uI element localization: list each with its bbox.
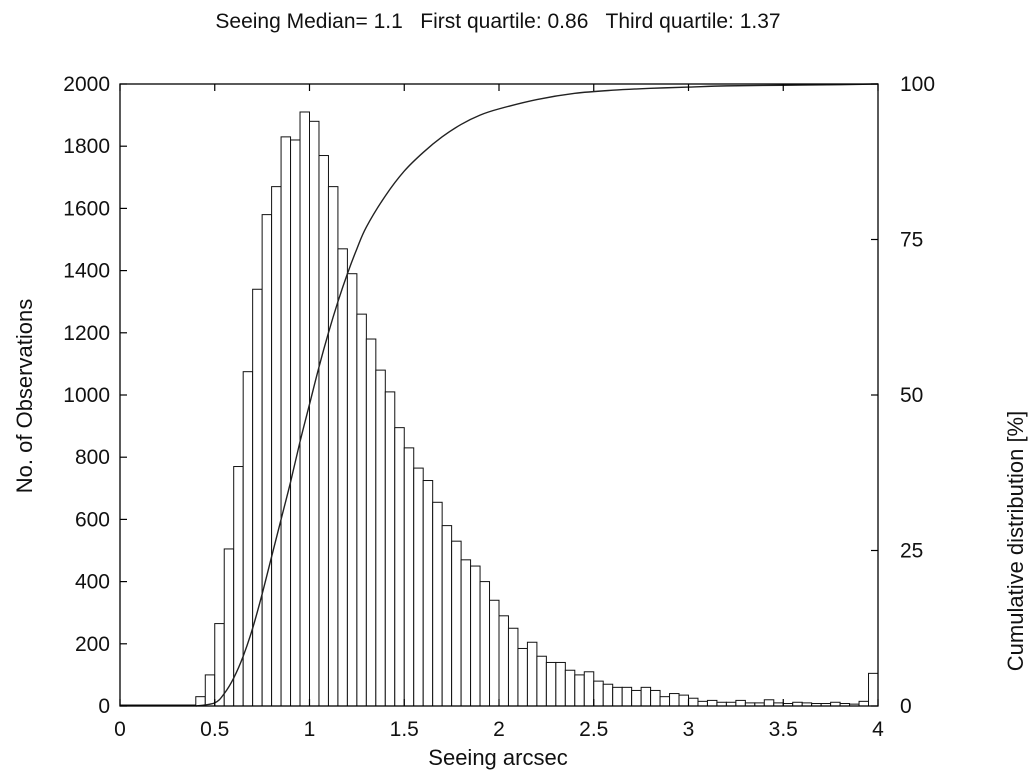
histogram-bar bbox=[631, 689, 642, 707]
histogram-bar bbox=[545, 661, 557, 707]
histogram-bar bbox=[621, 686, 633, 707]
x-tick-label: 2 bbox=[493, 718, 505, 741]
y-tick-label: 0 bbox=[98, 695, 110, 718]
x-tick-label: 4 bbox=[872, 718, 884, 741]
histogram-bar bbox=[735, 699, 746, 707]
histogram-bar bbox=[271, 186, 282, 707]
histogram-bar bbox=[233, 466, 244, 707]
histogram-bar bbox=[318, 155, 329, 707]
histogram-bar bbox=[602, 683, 614, 707]
histogram-bar bbox=[309, 120, 320, 707]
y-tick-label: 600 bbox=[75, 508, 110, 531]
histogram-bar bbox=[697, 700, 708, 707]
histogram-bar bbox=[669, 693, 680, 707]
histogram-bar bbox=[593, 680, 604, 707]
y2-tick-label: 75 bbox=[900, 229, 923, 252]
x-tick-label: 3.5 bbox=[769, 718, 798, 741]
y-tick-label: 1200 bbox=[63, 322, 110, 345]
x-axis-ticks: 0 0.5 1 1.5 2 2.5 3 3.5 4 bbox=[114, 84, 884, 741]
y2-tick-label: 0 bbox=[900, 695, 912, 718]
histogram-bar bbox=[650, 689, 661, 707]
y-tick-label: 400 bbox=[75, 571, 110, 594]
y2-axis-ticks: 0 25 50 75 100 bbox=[871, 73, 935, 718]
histogram-bar bbox=[868, 672, 879, 707]
histogram-bar bbox=[403, 447, 415, 707]
histogram-bar bbox=[688, 697, 699, 707]
histogram-bar bbox=[441, 525, 453, 707]
histogram-bar bbox=[356, 313, 367, 707]
histogram-bar bbox=[640, 686, 652, 707]
histogram-bar bbox=[252, 288, 263, 707]
x-tick-label: 2.5 bbox=[579, 718, 608, 741]
histogram-bar bbox=[365, 338, 377, 707]
histogram-bar bbox=[432, 501, 443, 707]
x-tick-label: 0 bbox=[114, 718, 126, 741]
y2-tick-label: 25 bbox=[900, 540, 923, 563]
histogram-bar bbox=[555, 661, 566, 707]
histogram-bar bbox=[327, 186, 339, 707]
histogram-bar bbox=[564, 669, 576, 707]
histogram-bar bbox=[280, 136, 292, 707]
histogram-bar bbox=[536, 655, 547, 707]
histogram-bar bbox=[214, 623, 225, 707]
histogram-bar bbox=[422, 480, 434, 707]
histogram-bar bbox=[479, 581, 491, 707]
y-tick-label: 200 bbox=[75, 633, 110, 656]
y2-tick-label: 50 bbox=[900, 384, 923, 407]
histogram-bar bbox=[413, 467, 424, 707]
y-tick-label: 800 bbox=[75, 446, 110, 469]
y2-axis-label: Cumulative distribution [%] bbox=[1003, 411, 1028, 671]
y-tick-label: 1400 bbox=[63, 260, 110, 283]
histogram-bars bbox=[120, 111, 879, 707]
y-tick-label: 1000 bbox=[63, 384, 110, 407]
chart-title: Seeing Median= 1.1 First quartile: 0.86 … bbox=[215, 10, 780, 33]
y-axis-label: No. of Observations bbox=[12, 299, 37, 493]
x-tick-label: 1.5 bbox=[390, 718, 419, 741]
y-tick-label: 1600 bbox=[63, 197, 110, 220]
histogram-bar bbox=[384, 391, 396, 707]
histogram-bar bbox=[261, 214, 273, 707]
histogram-bar bbox=[526, 641, 538, 707]
histogram-bar bbox=[858, 700, 870, 707]
y2-tick-label: 100 bbox=[900, 73, 935, 96]
y-tick-label: 1800 bbox=[63, 135, 110, 158]
x-tick-label: 0.5 bbox=[200, 718, 229, 741]
histogram-bar bbox=[659, 696, 671, 707]
histogram-bar bbox=[507, 627, 519, 707]
x-axis-label: Seeing arcsec bbox=[428, 745, 567, 770]
histogram-bar bbox=[583, 671, 595, 707]
histogram-bar bbox=[574, 674, 585, 707]
histogram-bar bbox=[517, 647, 528, 707]
histogram-bar bbox=[337, 248, 348, 707]
x-tick-label: 1 bbox=[304, 718, 316, 741]
y-tick-label: 2000 bbox=[63, 73, 110, 96]
histogram-bar bbox=[498, 615, 509, 707]
histogram-bar bbox=[204, 674, 216, 707]
histogram-bar bbox=[470, 565, 481, 707]
cumulative-distribution-line bbox=[195, 83, 879, 707]
y-axis-ticks: 0 200 400 600 800 1000 1200 1400 1600 1800 2000 bbox=[63, 73, 127, 718]
histogram-bar bbox=[763, 699, 775, 707]
histogram-bar bbox=[290, 139, 301, 707]
histogram-bar bbox=[242, 371, 254, 707]
histogram-bar bbox=[451, 540, 462, 707]
histogram-bar bbox=[346, 273, 358, 707]
x-tick-label: 3 bbox=[683, 718, 695, 741]
histogram-bar bbox=[489, 599, 500, 707]
histogram-bar bbox=[706, 699, 718, 707]
histogram-bar bbox=[394, 427, 405, 707]
histogram-bar bbox=[612, 686, 623, 707]
histogram-bar bbox=[678, 694, 690, 707]
histogram-bar bbox=[460, 559, 472, 707]
histogram-bar bbox=[375, 369, 386, 707]
histogram-bar bbox=[223, 548, 235, 707]
